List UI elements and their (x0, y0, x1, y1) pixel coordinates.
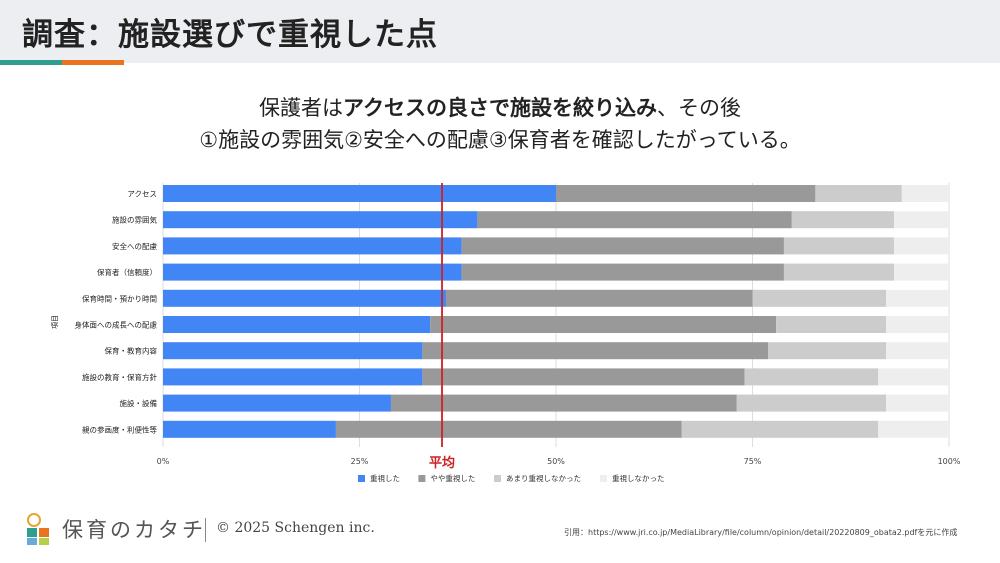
bar-segment (163, 211, 478, 229)
legend-label: 重視した (370, 474, 400, 483)
headline-line-1: 保護者はアクセスの良さで施設を絞り込み、その後 (0, 92, 1000, 122)
x-tick-label: 25% (351, 457, 369, 466)
y-axis-label: 項目 (51, 315, 59, 329)
legend-swatch (494, 475, 501, 482)
y-category-label: アクセス (127, 190, 157, 199)
bar-segment (163, 368, 423, 386)
bar-segment (886, 316, 949, 333)
bar-segment (335, 420, 682, 438)
bar-segment (886, 289, 949, 307)
legend-swatch (418, 475, 426, 482)
bar-segment (163, 237, 462, 255)
bar-segment (163, 420, 336, 438)
bar-segment (901, 185, 949, 202)
x-tick-label: 100% (938, 457, 961, 466)
bar-segment (886, 394, 949, 412)
x-tick-label: 75% (744, 457, 762, 466)
bar-segment (163, 289, 446, 307)
bar-segment (461, 263, 784, 281)
bar-segment (815, 185, 902, 202)
bar-segment (422, 342, 769, 360)
legend-swatch (358, 475, 365, 482)
y-category-label: 保育時間・預かり時間 (82, 293, 157, 303)
y-category-label: 保育者（信頼度） (97, 267, 157, 277)
y-category-label: 身体面への成長への配慮 (75, 320, 158, 330)
bar-segment (783, 263, 894, 281)
brand-logo-icon (27, 513, 49, 545)
y-category-label: 施設の雰囲気 (112, 215, 157, 225)
bar-segment (878, 420, 949, 438)
bar-segment (736, 394, 887, 412)
bar-segment (878, 368, 949, 386)
headline-bold: アクセスの良さで施設を絞り込み (343, 96, 657, 120)
bar-segment (893, 263, 949, 281)
bar-segment (893, 237, 949, 255)
x-tick-label: 50% (547, 457, 565, 466)
bar-segment (390, 394, 737, 412)
bar-segment (163, 263, 462, 281)
y-category-label: 保育・教育内容 (105, 346, 158, 356)
bar-segment (461, 237, 784, 255)
copyright-text: © 2025 Schengen inc. (216, 520, 375, 536)
legend-swatch (600, 475, 607, 482)
legend-label: 重視しなかった (612, 474, 665, 483)
bar-segment (163, 316, 431, 333)
bar-segment (752, 289, 887, 307)
bar-segment (163, 185, 556, 202)
accent-stripe-teal (0, 60, 62, 65)
average-label: 平均 (429, 455, 455, 471)
bar-segment (893, 211, 949, 229)
header-bar (0, 0, 1000, 63)
bar-segment (422, 368, 745, 386)
x-tick-label: 0% (157, 457, 170, 466)
brand-name: 保育のカタチ (62, 518, 206, 542)
headline-line-2: ①施設の雰囲気②安全への配慮③保育者を確認したがっている。 (199, 128, 801, 152)
bar-segment (163, 342, 423, 360)
bar-segment (768, 342, 887, 360)
y-category-label: 親の参画度・利便性等 (82, 424, 157, 434)
bar-segment (430, 316, 777, 333)
footer-divider (205, 518, 206, 542)
bar-segment (163, 394, 391, 412)
headline-pre: 保護者は (259, 96, 344, 120)
bar-segment (791, 211, 894, 229)
bar-segment (681, 420, 879, 438)
bar-segment (477, 211, 792, 229)
bar-segment (776, 316, 887, 333)
source-citation: 引用：https://www.jri.co.jp/MediaLibrary/fi… (564, 528, 958, 537)
legend-label: やや重視した (430, 474, 475, 483)
bar-segment (445, 289, 753, 307)
y-category-label: 安全への配慮 (112, 241, 157, 251)
page-title: 調査：施設選びで重視した点 (22, 17, 438, 53)
y-category-label: 施設の教育・保育方針 (82, 372, 157, 382)
y-category-label: 施設・設備 (120, 398, 158, 408)
bar-segment (783, 237, 894, 255)
accent-stripe-orange (62, 60, 124, 65)
bar-segment (886, 342, 949, 360)
headline-post: 、その後 (656, 96, 741, 120)
bar-segment (744, 368, 879, 386)
bar-segment (556, 185, 816, 202)
legend-label: あまり重視しなかった (506, 474, 581, 483)
